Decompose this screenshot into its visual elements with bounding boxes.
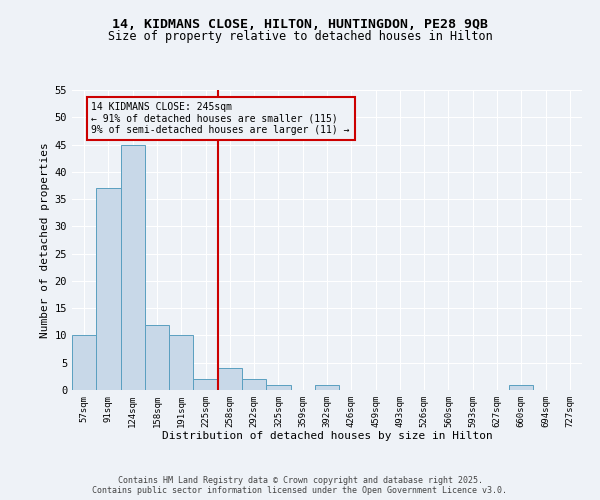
Bar (72, 336, 96, 390)
Bar (121, 144, 145, 390)
Text: Contains HM Land Registry data © Crown copyright and database right 2025.
Contai: Contains HM Land Registry data © Crown c… (92, 476, 508, 495)
Bar (242, 379, 266, 390)
Bar (145, 324, 169, 390)
Text: 14 KIDMANS CLOSE: 245sqm
← 91% of detached houses are smaller (115)
9% of semi-d: 14 KIDMANS CLOSE: 245sqm ← 91% of detach… (91, 102, 350, 135)
Text: Size of property relative to detached houses in Hilton: Size of property relative to detached ho… (107, 30, 493, 43)
Y-axis label: Number of detached properties: Number of detached properties (40, 142, 50, 338)
Text: 14, KIDMANS CLOSE, HILTON, HUNTINGDON, PE28 9QB: 14, KIDMANS CLOSE, HILTON, HUNTINGDON, P… (112, 18, 488, 30)
Bar (96, 188, 121, 390)
Bar (509, 384, 533, 390)
X-axis label: Distribution of detached houses by size in Hilton: Distribution of detached houses by size … (161, 432, 493, 442)
Bar (218, 368, 242, 390)
Bar (169, 336, 193, 390)
Bar (193, 379, 218, 390)
Bar (315, 384, 339, 390)
Bar (266, 384, 290, 390)
